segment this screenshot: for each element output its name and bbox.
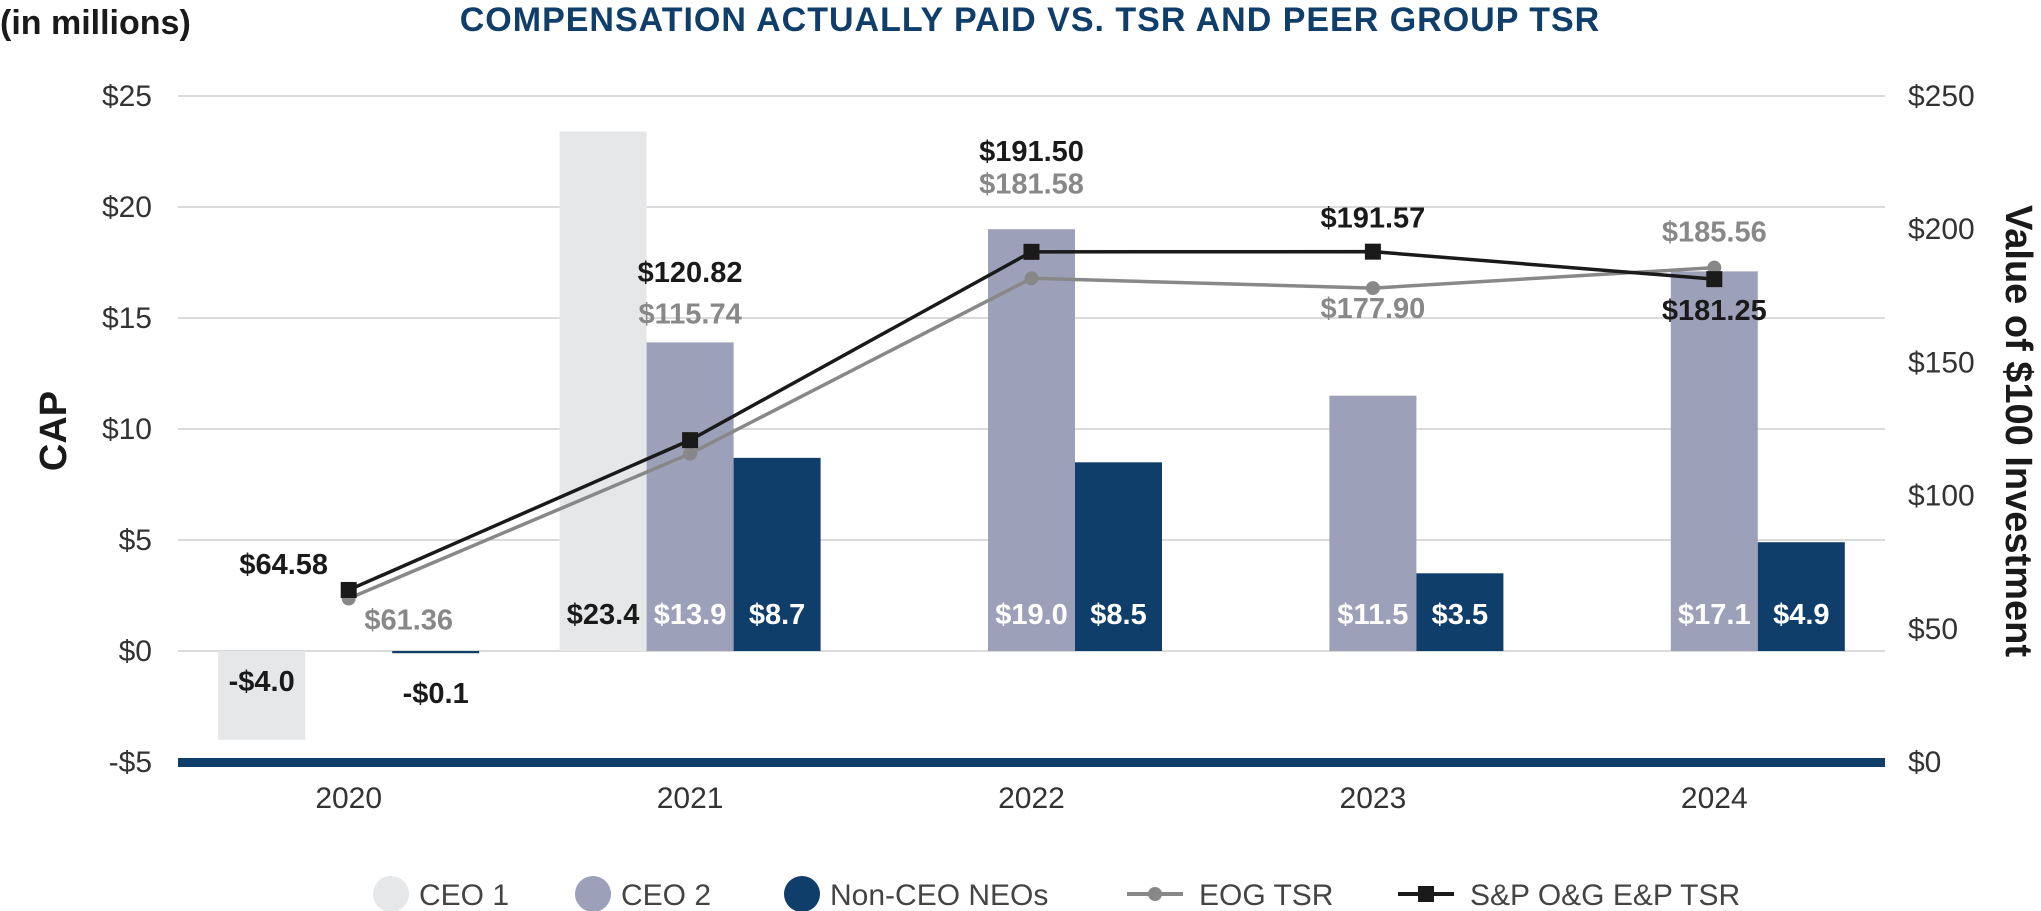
legend-swatch-ceo-1 <box>373 876 409 911</box>
bar-ceo-2 <box>646 342 734 651</box>
right-axis-ticks: $0 $50 $100 $150 $200 $250 <box>1908 80 1975 779</box>
y-tick-label: $20 <box>102 191 152 224</box>
marker-eog-tsr <box>1365 281 1380 296</box>
bar-non-ceo-neos <box>1416 573 1504 651</box>
y2-tick-label: $100 <box>1908 480 1975 513</box>
y-tick-label: -$5 <box>109 746 152 779</box>
marker-s-p-o-g-e-p-tsr <box>1364 243 1381 260</box>
bar-ceo-1 <box>559 131 647 651</box>
line-value-label: $64.58 <box>239 549 328 581</box>
chart-title: COMPENSATION ACTUALLY PAID VS. TSR AND P… <box>460 1 1601 39</box>
marker-eog-tsr <box>683 446 698 461</box>
legend-label: CEO 2 <box>621 879 711 911</box>
y2-tick-label: $150 <box>1908 346 1975 379</box>
y2-tick-label: $0 <box>1908 746 1941 779</box>
bar-value-label: $8.5 <box>1090 599 1146 631</box>
bar-ceo-2 <box>1329 395 1417 651</box>
y-tick-label: $10 <box>102 413 152 446</box>
y2-tick-label: $200 <box>1908 213 1975 246</box>
legend-marker-s-p-o-g-e-p-tsr <box>1418 886 1434 902</box>
y-axis-label: CAP <box>33 391 75 471</box>
marker-s-p-o-g-e-p-tsr <box>340 581 357 598</box>
y2-tick-label: $50 <box>1908 613 1958 646</box>
bar-value-label: $4.9 <box>1773 599 1829 631</box>
bar-value-label: $8.7 <box>749 599 805 631</box>
marker-s-p-o-g-e-p-tsr <box>1023 243 1040 260</box>
y-tick-label: $15 <box>102 302 152 335</box>
bar-non-ceo-neos <box>733 457 821 651</box>
bars: -$4.0$23.4 $13.9 $19.0 $11.5 $17.1-$0.1$8.7 $… <box>218 131 1845 740</box>
marker-eog-tsr <box>1024 271 1039 286</box>
bar-non-ceo-neos <box>1757 542 1845 651</box>
bar-value-label: $17.1 <box>1678 599 1751 631</box>
x-category-label: 2023 <box>1340 782 1407 815</box>
line-value-label: $115.74 <box>638 299 741 331</box>
bar-value-label: -$4.0 <box>229 666 295 698</box>
line-value-label: $61.36 <box>364 605 453 637</box>
line-value-label: $181.25 <box>1662 295 1767 327</box>
bar-ceo-1 <box>218 651 306 740</box>
line-value-label: $181.58 <box>979 168 1084 200</box>
y2-axis-label: Value of $100 Investment <box>1997 205 2039 657</box>
bar-ceo-2 <box>1670 271 1758 651</box>
x-category-label: 2022 <box>998 782 1065 815</box>
line-value-label: $177.90 <box>1320 293 1425 325</box>
legend-label: EOG TSR <box>1199 879 1333 911</box>
tsr-lines: $61.36 $115.74 $181.58 $177.90 $185.56 $64.58… <box>239 136 1766 637</box>
bar-value-label: $11.5 <box>1337 599 1408 631</box>
x-category-label: 2021 <box>657 782 724 815</box>
bar-value-label: $3.5 <box>1432 599 1488 631</box>
marker-s-p-o-g-e-p-tsr <box>1706 271 1723 288</box>
x-category-label: 2024 <box>1681 782 1748 815</box>
line-value-label: $185.56 <box>1662 217 1767 249</box>
legend-swatch-non-ceo-neos <box>784 876 820 911</box>
left-axis-ticks: -$5 $0 $5 $10 $15 $20 $25 <box>102 80 152 779</box>
x-category-label: 2020 <box>315 782 382 815</box>
legend-label: CEO 1 <box>419 879 509 911</box>
legend: CEO 1 CEO 2 Non-CEO NEOs EOG TSR S&P O&G E&P… <box>373 876 1740 911</box>
bar-non-ceo-neos <box>1075 462 1162 651</box>
legend-label: Non-CEO NEOs <box>830 879 1048 911</box>
bar-value-label: $19.0 <box>995 599 1068 631</box>
bar-non-ceo-neos <box>392 651 480 654</box>
units-label: (in millions) <box>0 4 191 42</box>
x-axis-line <box>178 758 1885 767</box>
bar-value-label: $13.9 <box>654 599 727 631</box>
x-axis-categories: 2020 2021 2022 2023 2024 <box>315 782 1747 815</box>
legend-label: S&P O&G E&P TSR <box>1470 879 1740 911</box>
y-tick-label: $5 <box>119 524 152 557</box>
y2-tick-label: $250 <box>1908 80 1975 113</box>
bar-ceo-2 <box>988 229 1075 651</box>
legend-swatch-ceo-2 <box>575 876 611 911</box>
bar-value-label: $23.4 <box>567 599 640 631</box>
y-tick-label: $0 <box>119 635 152 668</box>
line-value-label: $191.57 <box>1320 203 1425 235</box>
y-tick-label: $25 <box>102 80 152 113</box>
line-value-label: $191.50 <box>979 136 1084 168</box>
legend-marker-eog-tsr <box>1148 887 1162 901</box>
x-axis-baseline <box>178 758 1885 767</box>
line-value-label: $120.82 <box>638 257 743 289</box>
bar-value-label: -$0.1 <box>403 678 469 710</box>
marker-s-p-o-g-e-p-tsr <box>682 432 699 449</box>
